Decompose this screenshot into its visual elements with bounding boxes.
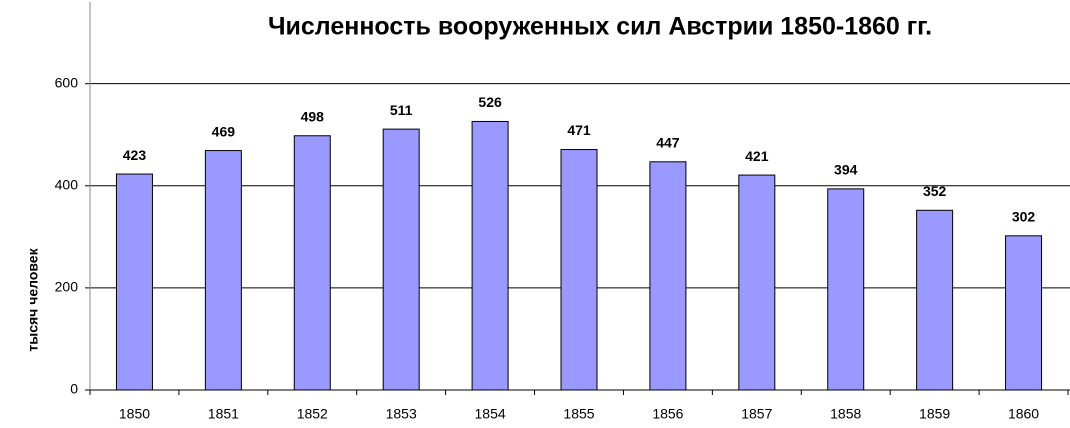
data-label: 421: [745, 148, 769, 164]
x-tick-label: 1850: [119, 406, 150, 422]
data-label: 526: [478, 94, 502, 110]
x-tick-label: 1852: [297, 406, 328, 422]
x-tick-label: 1855: [563, 406, 594, 422]
x-tick-label: 1859: [919, 406, 950, 422]
bar: [1005, 235, 1043, 391]
bar: [827, 188, 865, 391]
bar: [649, 161, 687, 391]
bar: [471, 120, 509, 391]
x-tick-label: 1851: [208, 406, 239, 422]
y-tick-label: 0: [70, 381, 78, 397]
bar: [382, 128, 420, 391]
bar: [204, 150, 242, 391]
bar: [293, 135, 331, 391]
data-label: 471: [567, 122, 591, 138]
bar: [738, 174, 776, 391]
y-tick-label: 400: [55, 176, 79, 192]
y-tick-label: 600: [55, 74, 79, 90]
data-label: 352: [923, 183, 947, 199]
bar: [916, 209, 954, 391]
x-tick-label: 1858: [830, 406, 861, 422]
bar: [560, 149, 598, 391]
y-tick-label: 200: [55, 279, 79, 295]
data-label: 511: [390, 102, 413, 118]
data-label: 469: [212, 123, 236, 139]
bar: [115, 173, 153, 391]
x-tick-label: 1860: [1008, 406, 1039, 422]
chart-title: Численность вооруженных сил Австрии 1850…: [268, 13, 932, 41]
data-label: 498: [301, 108, 325, 124]
y-axis-label: тысяч человек: [25, 247, 41, 351]
x-tick-label: 1857: [741, 406, 772, 422]
data-label: 447: [656, 134, 680, 150]
data-label: 423: [123, 147, 147, 163]
x-tick-label: 1853: [386, 406, 417, 422]
data-label: 302: [1012, 209, 1036, 225]
x-tick-label: 1854: [475, 406, 506, 422]
x-tick-label: 1856: [652, 406, 683, 422]
data-label: 394: [834, 162, 858, 178]
